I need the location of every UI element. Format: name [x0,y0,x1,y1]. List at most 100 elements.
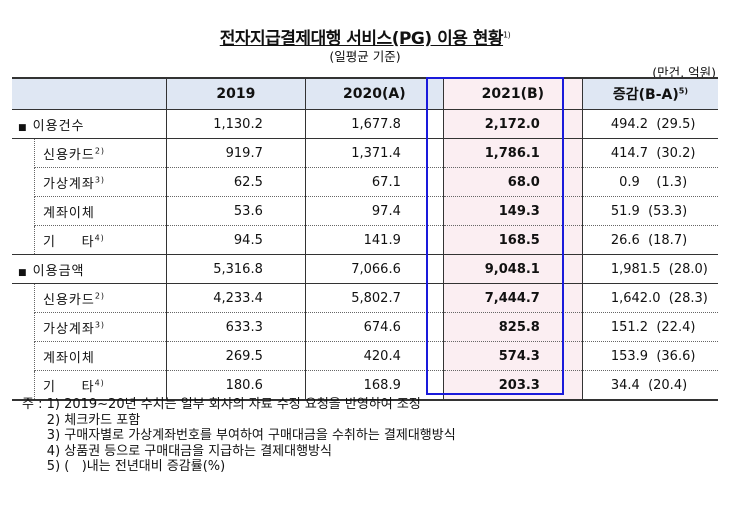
row-label: 계좌이체 [34,341,167,371]
value-2019: 4,233.4 [165,283,306,313]
value-2019: 633.3 [165,312,306,342]
value-2020: 1,371.4 [304,138,444,168]
row-label: 가상계좌3) [34,167,167,197]
value-2021: 825.8 [442,312,583,342]
value-2019: 919.7 [165,138,306,168]
value-2021: 7,444.7 [442,283,583,313]
row-label: 기 타4) [34,225,167,255]
value-2019: 269.5 [165,341,306,371]
row-label-note: 3) [94,320,106,330]
header-2021: 2021(B) [442,77,583,110]
indent [12,139,35,168]
row-label: 가상계좌3) [34,312,167,342]
value-2020: 674.6 [304,312,444,342]
row-label-note: 2) [94,146,106,156]
indent [12,168,35,197]
value-2019: 180.6 [165,370,306,401]
indent [12,313,35,342]
value-2021: 574.3 [442,341,583,371]
row-label-text: 신용카드 [43,292,95,308]
bullet-icon: ■ [18,267,28,278]
row-label: 계좌이체 [34,196,167,226]
value-change: 0.9 (1.3) [581,167,718,197]
pg-usage-table: 2019 2020(A) 2021(B) 증감(B-A)5) ■ 이용건수 1,1… [12,77,718,401]
value-change: 51.9 (53.3) [581,196,718,226]
value-change: 153.9 (36.6) [581,341,718,371]
row-label-text: 가상계좌 [43,321,95,337]
indent [12,284,35,313]
footnote: 5) ( )내는 전년대비 증감률(%) [22,459,226,474]
row-label: 신용카드2) [34,283,167,313]
indent [12,197,35,226]
row-label: 기 타4) [34,370,167,401]
group-label: ■ 이용건수 [12,109,167,139]
row-label: 신용카드2) [34,138,167,168]
row-label-text: 기 타 [43,234,95,250]
table-row: 계좌이체 53.6 97.4 149.3 51.9 (53.3) [12,196,718,226]
row-label-note: 3) [94,175,106,185]
footnote: 3) 구매자별로 가상계좌번호를 부여하여 구매대금을 수취하는 결제대행방식 [22,428,456,443]
value-2020: 67.1 [304,167,444,197]
group-label: ■ 이용금액 [12,254,167,284]
table-row: 가상계좌3) 633.3 674.6 825.8 151.2 (22.4) [12,312,718,342]
table-row-group: ■ 이용금액 5,316.8 7,066.6 9,048.1 1,981.5 (28.0… [12,254,718,284]
table-row: 신용카드2) 919.7 1,371.4 1,786.1 414.7 (30.2) [12,138,718,168]
value-change: 1,981.5 (28.0) [581,254,718,284]
table-row: 계좌이체 269.5 420.4 574.3 153.9 (36.6) [12,341,718,371]
table-row-group: ■ 이용건수 1,130.2 1,677.8 2,172.0 494.2 (29.5) [12,109,718,139]
bullet-icon: ■ [18,122,28,133]
header-change-note: 5) [678,86,688,96]
table-row: 가상계좌3) 62.5 67.1 68.0 0.9 (1.3) [12,167,718,197]
header-blank [12,77,167,110]
indent [12,342,35,371]
footnote: 4) 상품권 등으로 구매대금을 지급하는 결제대행방식 [22,443,332,459]
value-2020: 420.4 [304,341,444,371]
title-footnote: 1) [503,30,511,40]
indent [12,225,35,255]
row-label-note: 4) [94,233,105,243]
value-2019: 62.5 [165,167,306,197]
value-2021: 168.5 [442,225,583,255]
row-label-note: 2) [94,291,106,301]
value-2020: 168.9 [304,370,444,401]
row-label-text: 기 타 [43,379,95,395]
footnotes: 주 : 1) 2019~20년 수치는 일부 회사의 자료 수정 요청을 반영하… [22,397,456,475]
value-2019: 1,130.2 [165,109,306,139]
table-title: 전자지급결제대행 서비스(PG) 이용 현황1) [0,24,730,49]
header-change: 증감(B-A)5) [581,77,718,110]
value-2019: 94.5 [165,225,306,255]
header-2020: 2020(A) [304,77,444,110]
footnote: 주 : 1) 2019~20년 수치는 일부 회사의 자료 수정 요청을 반영하… [22,397,421,412]
value-2021: 1,786.1 [442,138,583,168]
header-row: 2019 2020(A) 2021(B) 증감(B-A)5) [12,77,718,110]
value-change: 34.4 (20.4) [581,370,718,401]
value-change: 151.2 (22.4) [581,312,718,342]
group-label-text: 이용금액 [32,263,85,279]
value-2019: 53.6 [165,196,306,226]
group-label-text: 이용건수 [32,118,85,134]
value-change: 494.2 (29.5) [581,109,718,139]
value-change: 414.7 (30.2) [581,138,718,168]
value-2020: 5,802.7 [304,283,444,313]
row-label-text: 신용카드 [43,147,95,163]
unit-label: (만건, 억원) [652,65,716,80]
table-row: 신용카드2) 4,233.4 5,802.7 7,444.7 1,642.0 (28.3… [12,283,718,313]
header-change-text: 증감(B-A) [612,87,679,103]
header-2019: 2019 [165,77,306,110]
value-2020: 7,066.6 [304,254,444,284]
value-2020: 1,677.8 [304,109,444,139]
indent [12,370,35,401]
value-2020: 141.9 [304,225,444,255]
row-label-note: 4) [94,378,105,388]
value-2020: 97.4 [304,196,444,226]
row-label-text: 계좌이체 [43,205,95,221]
row-label-text: 가상계좌 [43,176,95,192]
value-change: 26.6 (18.7) [581,225,718,255]
footnote: 2) 체크카드 포함 [22,412,141,428]
title-text: 전자지급결제대행 서비스(PG) 이용 현황 [219,29,504,49]
table-row: 기 타4) 180.6 168.9 203.3 34.4 (20.4) [12,370,718,401]
value-2021: 149.3 [442,196,583,226]
subtitle: (일평균 기준) [329,49,401,64]
row-label-text: 계좌이체 [43,350,95,366]
value-2021: 203.3 [442,370,583,401]
